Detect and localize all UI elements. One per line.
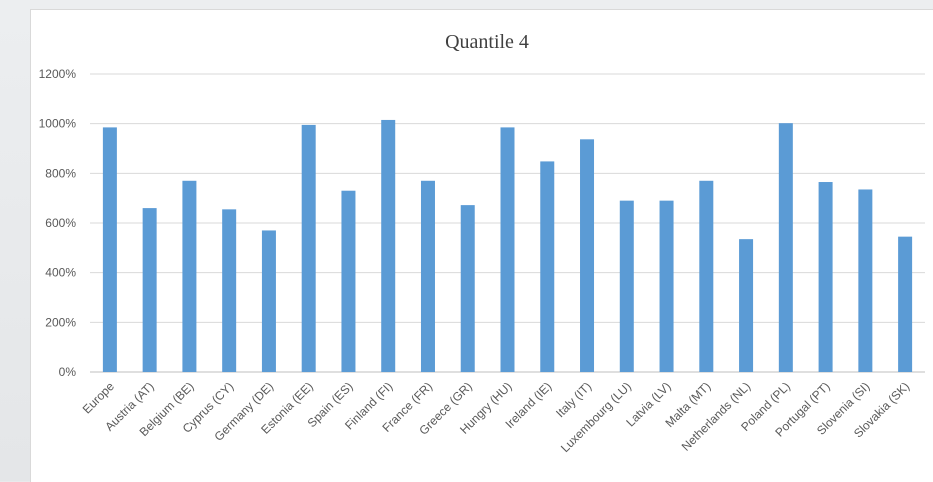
x-tick-label: Luxembourg (LU) <box>558 379 634 455</box>
chart-title: Quantile 4 <box>445 31 529 53</box>
bar <box>420 180 435 372</box>
x-tick-label: Europe <box>80 379 117 416</box>
y-tick-label: 1000% <box>39 117 77 131</box>
bar <box>540 161 555 372</box>
y-axis: 0% 200% 400% 600% 800% 1000% 1200% <box>39 67 77 379</box>
bar <box>619 200 634 372</box>
bar <box>381 119 396 372</box>
y-tick-label: 800% <box>45 166 76 180</box>
bar <box>858 189 873 372</box>
x-tick-label: Netherlands (NL) <box>679 379 754 454</box>
y-tick-label: 1200% <box>39 67 77 81</box>
bar <box>898 236 913 372</box>
y-tick-label: 400% <box>45 266 76 280</box>
y-tick-label: 200% <box>45 315 76 329</box>
bar <box>818 182 833 372</box>
bar <box>261 230 276 372</box>
bar <box>778 123 793 372</box>
bar <box>699 180 714 372</box>
bar <box>460 205 475 372</box>
bar <box>580 139 595 372</box>
bar <box>500 127 515 373</box>
bars <box>102 119 913 373</box>
bar <box>142 208 157 372</box>
bar <box>739 239 754 372</box>
bar <box>659 200 674 372</box>
bar <box>182 180 197 372</box>
y-tick-label: 600% <box>45 216 76 230</box>
bar <box>222 209 237 372</box>
y-tick-label: 0% <box>59 365 77 379</box>
bar <box>102 127 117 373</box>
bar <box>341 190 356 372</box>
bar <box>301 124 316 373</box>
